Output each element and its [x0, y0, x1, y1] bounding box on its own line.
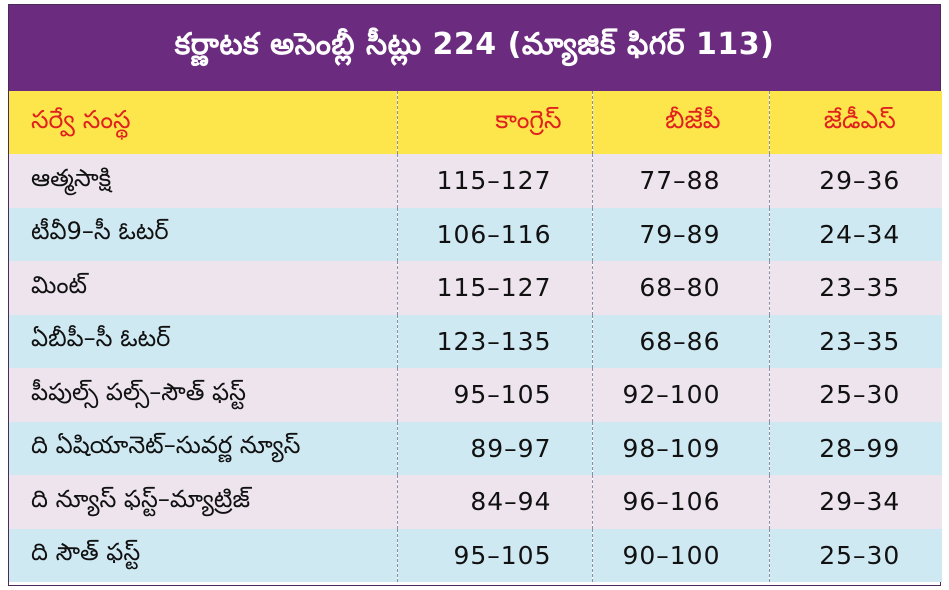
agency-cell: టీవీ9–సీ ఓటర్	[9, 207, 397, 261]
table-row: ఏబీపీ–సీ ఓటర్ 123–135 68–86 23–35	[9, 314, 942, 368]
bjp-cell: 92–100	[591, 368, 769, 422]
table-row: ఆత్మసాక్షి 115–127 77–88 29–36	[9, 154, 942, 208]
header-row: సర్వే సంస్థ కాంగ్రెస్ బీజేపీ జేడీఎస్	[9, 91, 942, 154]
bjp-cell: 79–89	[591, 207, 769, 261]
table-row: పీపుల్స్ పల్స్–సౌత్ ఫస్ట్ 95–105 92–100 …	[9, 368, 942, 422]
table-row: ది న్యూస్ ఫస్ట్–మ్యాట్రిజ్ 84–94 96–106 …	[9, 475, 942, 529]
congress-cell: 115–127	[396, 154, 592, 208]
header-bjp: బీజేపీ	[591, 91, 769, 154]
bjp-cell: 90–100	[591, 528, 769, 582]
table-row: మింట్ 115–127 68–80 23–35	[9, 261, 942, 315]
bjp-cell: 96–106	[591, 475, 769, 529]
header-agency: సర్వే సంస్థ	[9, 91, 397, 154]
bjp-cell: 98–109	[591, 421, 769, 475]
agency-cell: పీపుల్స్ పల్స్–సౌత్ ఫస్ట్	[9, 368, 397, 422]
jds-cell: 25–30	[768, 368, 942, 422]
congress-cell: 89–97	[396, 421, 592, 475]
agency-cell: ది సౌత్ ఫస్ట్	[9, 528, 397, 582]
bjp-cell: 68–80	[591, 261, 769, 315]
poll-table-card: కర్ణాటక అసెంబ్లీ సీట్లు 224 (మ్యాజిక్ ఫి…	[8, 4, 942, 586]
congress-cell: 123–135	[396, 314, 592, 368]
jds-cell: 23–35	[768, 314, 942, 368]
agency-cell: ఏబీపీ–సీ ఓటర్	[9, 314, 397, 368]
jds-cell: 28–99	[768, 421, 942, 475]
congress-cell: 95–105	[396, 528, 592, 582]
jds-cell: 29–36	[768, 154, 942, 208]
table-row: టీవీ9–సీ ఓటర్ 106–116 79–89 24–34	[9, 207, 942, 261]
jds-cell: 29–34	[768, 475, 942, 529]
header-jds: జేడీఎస్	[768, 91, 942, 154]
congress-cell: 95–105	[396, 368, 592, 422]
agency-cell: మింట్	[9, 261, 397, 315]
table-title: కర్ణాటక అసెంబ్లీ సీట్లు 224 (మ్యాజిక్ ఫి…	[9, 5, 940, 91]
jds-cell: 23–35	[768, 261, 942, 315]
agency-cell: ది ఏషియానెట్–సువర్ణ న్యూస్	[9, 421, 397, 475]
congress-cell: 106–116	[396, 207, 592, 261]
jds-cell: 25–30	[768, 528, 942, 582]
bjp-cell: 77–88	[591, 154, 769, 208]
header-congress: కాంగ్రెస్	[396, 91, 592, 154]
agency-cell: ది న్యూస్ ఫస్ట్–మ్యాట్రిజ్	[9, 475, 397, 529]
exit-poll-table: సర్వే సంస్థ కాంగ్రెస్ బీజేపీ జేడీఎస్ ఆత్…	[9, 91, 942, 582]
table-row: ది సౌత్ ఫస్ట్ 95–105 90–100 25–30	[9, 528, 942, 582]
congress-cell: 84–94	[396, 475, 592, 529]
jds-cell: 24–34	[768, 207, 942, 261]
agency-cell: ఆత్మసాక్షి	[9, 154, 397, 208]
table-row: ది ఏషియానెట్–సువర్ణ న్యూస్ 89–97 98–109 …	[9, 421, 942, 475]
congress-cell: 115–127	[396, 261, 592, 315]
bjp-cell: 68–86	[591, 314, 769, 368]
